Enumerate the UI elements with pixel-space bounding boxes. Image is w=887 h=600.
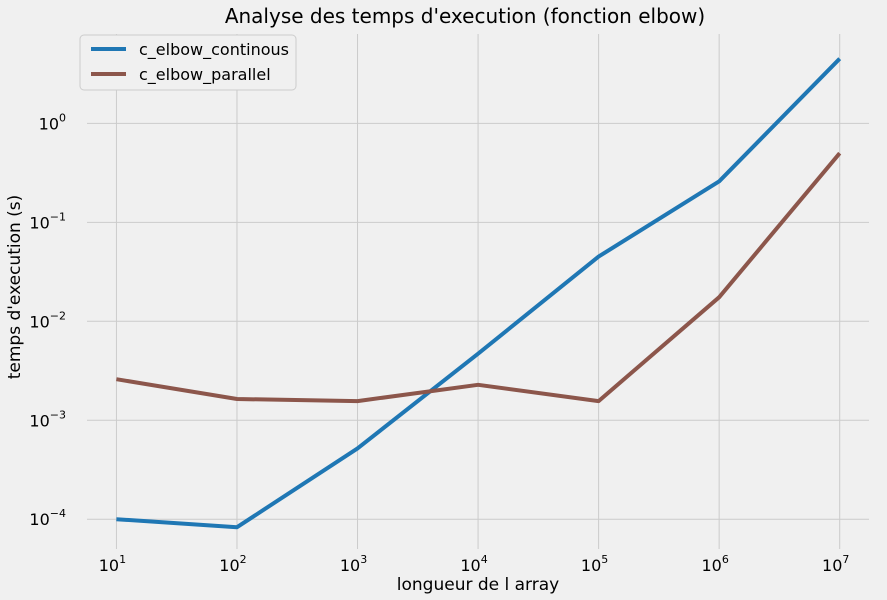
legend-box (79, 34, 297, 91)
x-tick-label: 107 (822, 553, 849, 575)
series-line-c-elbow-continous (116, 57, 842, 530)
x-tick-label: 106 (701, 553, 728, 575)
grid (87, 34, 869, 549)
legend-label: c_elbow_continous (139, 40, 289, 60)
y-tick-label: 10−3 (29, 408, 66, 430)
series-lines (116, 57, 842, 530)
y-axis-label: temps d'execution (s) (5, 195, 25, 380)
legend: c_elbow_continous c_elbow_parallel (79, 34, 297, 91)
y-tick-label: 10−4 (29, 507, 66, 529)
x-tick-label: 105 (581, 553, 608, 575)
y-tick-labels: 100 10−1 10−2 10−3 10−4 (29, 111, 66, 529)
x-tick-label: 102 (219, 553, 246, 575)
x-tick-label: 103 (340, 553, 367, 575)
y-tick-label: 100 (39, 111, 66, 133)
x-tick-labels: 101 102 103 104 105 106 107 (99, 553, 850, 575)
y-tick-label: 10−2 (29, 309, 66, 331)
x-axis-label: longueur de l array (397, 575, 559, 595)
y-tick-label: 10−1 (29, 210, 66, 232)
x-tick-label: 101 (99, 553, 126, 575)
series-line-c-elbow-parallel (116, 151, 842, 404)
legend-label: c_elbow_parallel (139, 65, 271, 85)
x-tick-label: 104 (460, 553, 487, 575)
chart-title: Analyse des temps d'execution (fonction … (225, 4, 705, 28)
